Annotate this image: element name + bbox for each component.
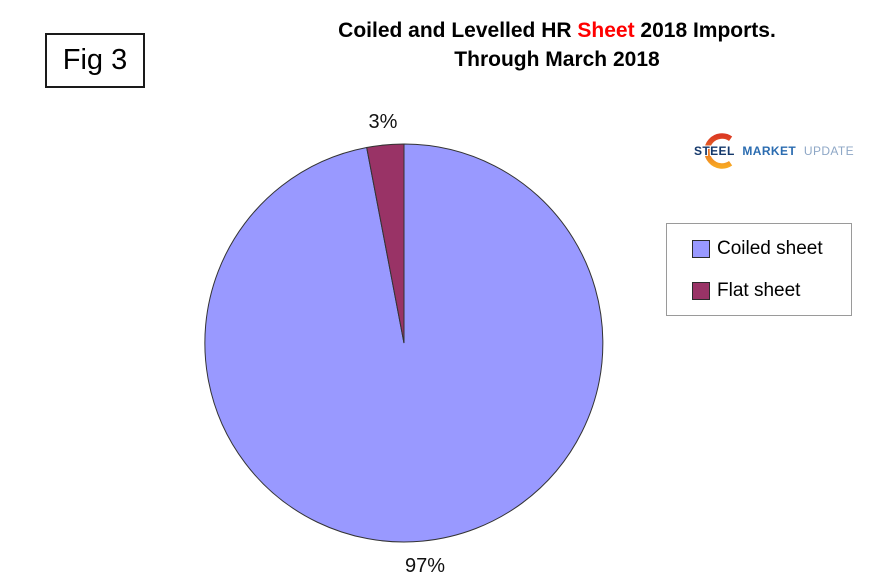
legend-swatch-flat-sheet bbox=[692, 281, 710, 300]
pie-percent-label-coiled-sheet: 97% bbox=[405, 555, 445, 577]
legend-label-coiled-sheet: Coiled sheet bbox=[717, 237, 823, 259]
chart-title-part2: 2018 Imports. bbox=[634, 19, 776, 42]
figure-label: Fig 3 bbox=[62, 44, 128, 76]
logo-word-market: MARKET bbox=[742, 144, 797, 158]
logo-word-update: UPDATE bbox=[803, 144, 855, 158]
pie-slice-flat-sheet bbox=[366, 143, 405, 344]
crescent-icon bbox=[704, 133, 733, 169]
legend-item-flat-sheet: Flat sheet bbox=[692, 280, 851, 302]
chart-title: Coiled and Levelled HR Sheet 2018 Import… bbox=[277, 16, 837, 74]
pie-percent-label-flat-sheet: 3% bbox=[369, 111, 398, 133]
legend: Coiled sheet Flat sheet bbox=[666, 223, 852, 316]
figure-label-box: Fig 3 bbox=[45, 33, 145, 88]
chart-title-part1: Coiled and Levelled HR bbox=[338, 19, 578, 42]
logo-text: STEEL MARKET UPDATE bbox=[694, 144, 854, 158]
legend-swatch-coiled-sheet bbox=[692, 239, 710, 258]
chart-title-line2: Through March 2018 bbox=[454, 48, 660, 71]
logo-word-steel: STEEL bbox=[694, 144, 735, 158]
legend-label-flat-sheet: Flat sheet bbox=[717, 279, 801, 301]
steel-market-update-logo: STEEL MARKET UPDATE bbox=[688, 128, 854, 174]
title-highlight: Sheet bbox=[577, 19, 635, 42]
legend-item-coiled-sheet: Coiled sheet bbox=[692, 238, 851, 260]
